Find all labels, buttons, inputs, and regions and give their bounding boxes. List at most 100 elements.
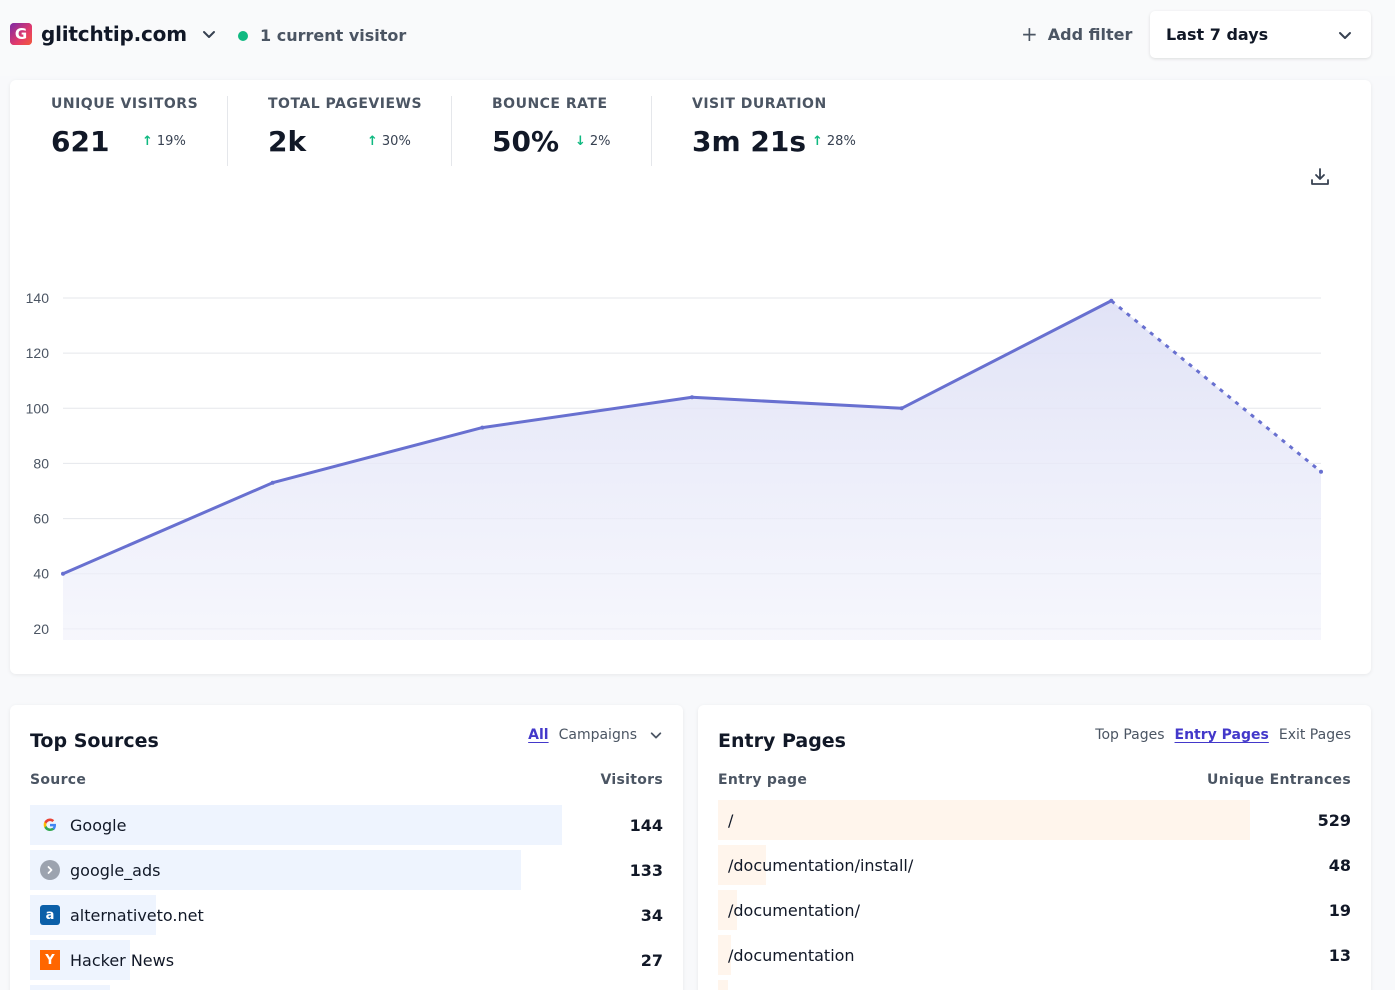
y-tick-label: 40	[33, 566, 49, 582]
add-filter-label: Add filter	[1047, 24, 1133, 44]
current-visitors[interactable]: 1 current visitor	[238, 26, 406, 45]
period-label: Last 7 days	[1166, 25, 1269, 44]
data-point	[61, 571, 65, 576]
page-bar	[718, 890, 738, 930]
tab-all[interactable]: All	[528, 727, 549, 743]
y-tick-label: 100	[26, 400, 50, 416]
y-tick-label: 60	[33, 511, 49, 527]
source-label: google_ads	[70, 860, 161, 880]
chevron-down-icon	[202, 31, 215, 38]
live-dot-icon	[238, 30, 248, 41]
source-bar	[30, 805, 562, 845]
y-tick-label: 20	[33, 621, 49, 637]
data-point	[480, 425, 485, 430]
metric-label: BOUNCE RATE	[492, 96, 608, 112]
arrow-up-icon: ↑	[142, 134, 153, 149]
page-label[interactable]: /	[728, 810, 734, 830]
list-item[interactable]: Y Hacker News 27	[30, 940, 663, 980]
google-icon	[40, 815, 60, 835]
metric-change: ↑ 19%	[142, 134, 186, 149]
site-name: glitchtip.com	[41, 22, 187, 46]
list-item[interactable]: google_ads 133	[30, 850, 663, 890]
page-bar	[718, 800, 1250, 840]
period-picker[interactable]: Last 7 days	[1150, 11, 1371, 58]
column-header-visitors: Visitors	[600, 772, 663, 788]
source-value: 144	[629, 815, 663, 835]
add-filter-button[interactable]: + Add filter	[1021, 24, 1132, 44]
entry-pages-title: Entry Pages	[718, 730, 846, 752]
metric-unique-visitors[interactable]: UNIQUE VISITORS 621 ↑ 19%	[51, 96, 211, 166]
column-header-entry-page: Entry page	[718, 772, 808, 788]
metric-divider	[651, 96, 652, 166]
metric-label: TOTAL PAGEVIEWS	[268, 96, 423, 112]
page-label[interactable]: /documentation	[728, 945, 855, 965]
page-value: 19	[1328, 900, 1351, 920]
plus-icon: +	[1021, 22, 1038, 46]
data-point	[270, 480, 275, 485]
data-point	[1319, 469, 1323, 474]
sources-tabs: All Campaigns	[518, 727, 663, 743]
visitors-chart: 020406080100120140 Sat, 22 JanSun, 23 Ja…	[26, 290, 1323, 640]
metric-change: ↑ 28%	[812, 134, 856, 149]
source-label: alternativeto.net	[70, 905, 204, 925]
top-bar: G glitchtip.com 1 current visitor + Add …	[0, 0, 1395, 76]
metric-label: VISIT DURATION	[692, 96, 827, 112]
tab-entry-pages[interactable]: Entry Pages	[1174, 727, 1269, 743]
metric-value: 2k	[268, 125, 307, 158]
chevron-down-icon	[1339, 32, 1351, 39]
globe-icon	[40, 860, 60, 880]
page-bar	[718, 845, 767, 885]
metric-total-pageviews[interactable]: TOTAL PAGEVIEWS 2k ↑ 30%	[268, 96, 428, 166]
series-line	[62, 299, 1113, 576]
metric-divider	[227, 96, 228, 166]
top-sources-card: Top Sources All Campaigns Source Visitor…	[10, 705, 683, 990]
source-value: 133	[629, 860, 663, 880]
list-item-partial	[30, 985, 110, 990]
list-item[interactable]: /documentation/install/ 48	[718, 845, 1351, 885]
arrow-up-icon: ↑	[367, 134, 378, 149]
page-bar	[718, 935, 732, 975]
data-point	[690, 395, 694, 400]
page-label[interactable]: /documentation/	[728, 900, 860, 920]
metric-change: ↑ 30%	[367, 134, 411, 149]
data-point	[899, 406, 904, 411]
pages-tabs: Top Pages Entry Pages Exit Pages	[1085, 727, 1351, 743]
chevron-down-icon[interactable]	[649, 728, 663, 742]
alternativeto-icon: a	[40, 905, 60, 925]
page-value: 529	[1317, 810, 1351, 830]
source-bar	[30, 850, 522, 890]
tab-campaigns[interactable]: Campaigns	[558, 727, 637, 743]
list-item[interactable]: /documentation/ 19	[718, 890, 1351, 930]
arrow-up-icon: ↑	[812, 134, 823, 149]
metric-visit-duration[interactable]: VISIT DURATION 3m 21s ↑ 28%	[692, 96, 892, 166]
download-icon[interactable]	[1309, 166, 1331, 188]
hacker-news-icon: Y	[40, 950, 60, 970]
column-header-unique-entrances: Unique Entrances	[1207, 772, 1351, 788]
list-item[interactable]: Google 144	[30, 805, 663, 845]
arrow-down-icon: ↓	[575, 134, 586, 149]
site-switcher[interactable]: G glitchtip.com	[10, 22, 217, 46]
list-item[interactable]: /documentation 13	[718, 935, 1351, 975]
main-graph-card: UNIQUE VISITORS 621 ↑ 19% TOTAL PAGEVIEWS…	[10, 80, 1371, 674]
metric-change: ↓ 2%	[575, 134, 611, 149]
page-label[interactable]: /documentation/install/	[728, 855, 914, 875]
metric-label: UNIQUE VISITORS	[51, 96, 199, 112]
page-value: 48	[1328, 855, 1351, 875]
site-logo: G	[10, 23, 32, 45]
metric-value: 621	[51, 125, 110, 158]
y-tick-label: 80	[33, 455, 49, 471]
tab-top-pages[interactable]: Top Pages	[1095, 727, 1165, 743]
source-value: 34	[640, 905, 663, 925]
list-item[interactable]: / 529	[718, 800, 1351, 840]
top-sources-title: Top Sources	[30, 730, 159, 752]
entry-pages-card: Entry Pages Top Pages Entry Pages Exit P…	[698, 705, 1371, 990]
list-item[interactable]: a alternativeto.net 34	[30, 895, 663, 935]
y-tick-label: 140	[26, 290, 50, 306]
tab-exit-pages[interactable]: Exit Pages	[1278, 727, 1351, 743]
data-point	[1109, 298, 1114, 303]
metric-bounce-rate[interactable]: BOUNCE RATE 50% ↓ 2%	[492, 96, 652, 166]
y-tick-label: 120	[26, 345, 50, 361]
current-visitors-label: 1 current visitor	[260, 26, 407, 45]
source-label: Google	[70, 815, 127, 835]
source-value: 27	[640, 950, 663, 970]
